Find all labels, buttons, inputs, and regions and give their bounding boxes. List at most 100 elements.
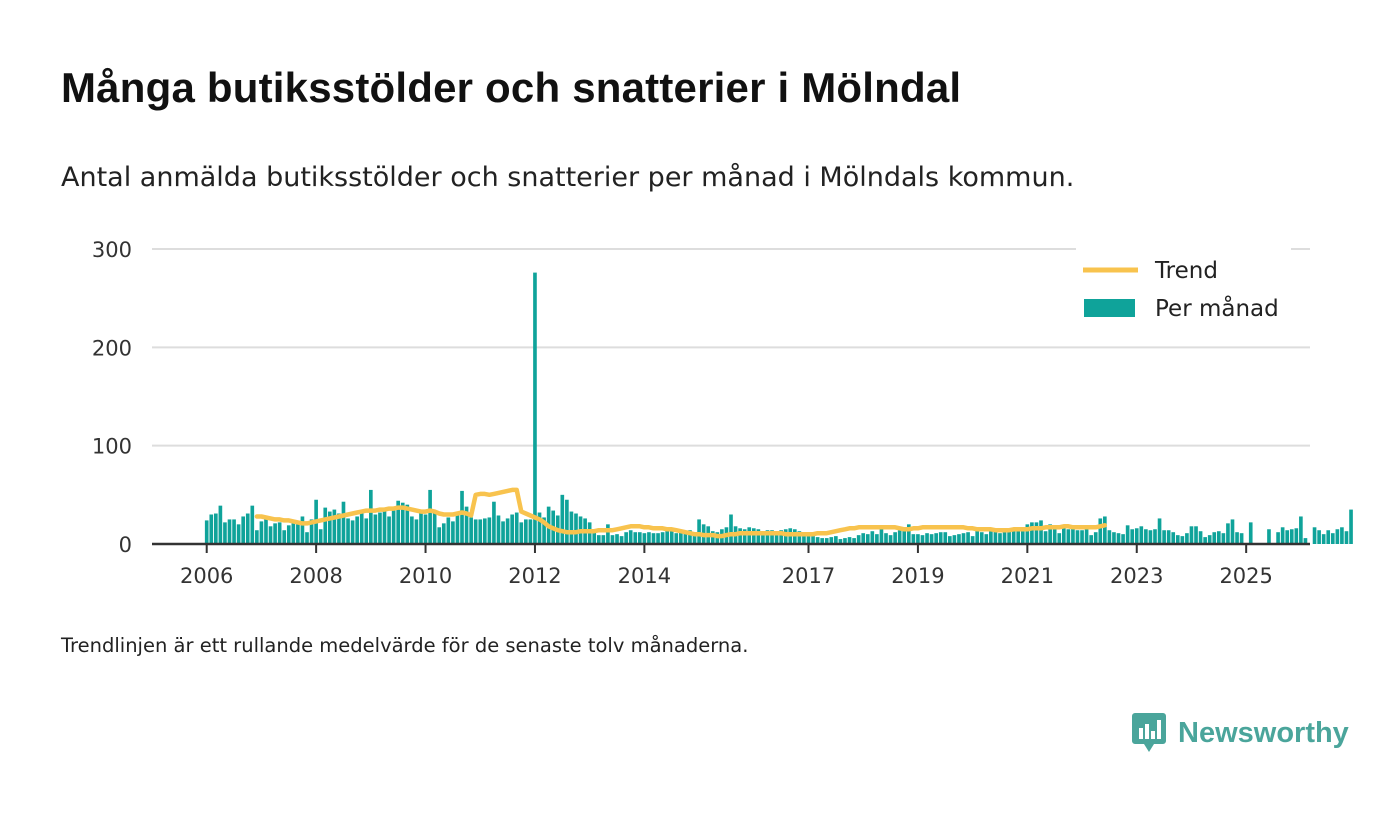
bar (528, 519, 533, 544)
bar (1080, 530, 1084, 544)
bar (1157, 518, 1162, 544)
bar (1134, 528, 1139, 544)
bar (747, 527, 752, 544)
bar (802, 532, 806, 544)
bar (647, 532, 651, 544)
bar (1203, 537, 1207, 544)
bar (255, 530, 259, 544)
bar (1011, 528, 1016, 544)
bar (391, 510, 396, 544)
bar (209, 514, 214, 544)
bar (952, 535, 957, 544)
bar (1166, 530, 1171, 544)
bar (473, 519, 478, 544)
bar (688, 530, 692, 544)
bar (533, 272, 537, 544)
bar (514, 512, 519, 544)
bar (1052, 529, 1057, 544)
bar (966, 532, 970, 544)
bar (1344, 531, 1349, 544)
bar (1048, 524, 1052, 544)
bar (1294, 528, 1299, 544)
bar (327, 511, 332, 544)
bar-chart-chat-bubble-icon (1132, 713, 1166, 752)
bar (592, 532, 597, 544)
x-tick-label: 2010 (399, 564, 452, 588)
bar (250, 505, 255, 544)
bar (619, 536, 624, 544)
bar (806, 533, 811, 544)
bar (264, 519, 268, 544)
legend-label-per-manad: Per månad (1155, 294, 1279, 322)
x-tick-label: 2023 (1110, 564, 1163, 588)
bar (875, 534, 879, 544)
bar (341, 501, 346, 544)
bar (410, 516, 414, 544)
bar (637, 532, 642, 544)
bar (756, 529, 761, 544)
x-tick-label: 2012 (508, 564, 561, 588)
bar (1267, 529, 1271, 544)
bar (651, 533, 656, 544)
bar (820, 538, 825, 544)
bar (761, 531, 765, 544)
bar (1025, 524, 1030, 544)
bar (337, 513, 341, 544)
bar (259, 521, 264, 544)
bar (692, 532, 697, 544)
bar (569, 511, 574, 544)
bar (1057, 533, 1062, 544)
bar (861, 533, 866, 544)
bar (888, 535, 893, 544)
bar (1107, 530, 1112, 544)
bar (596, 535, 601, 544)
bar (1153, 529, 1157, 544)
bar (323, 507, 328, 544)
bar (916, 534, 920, 544)
page-title: Många butiksstölder och snatterier i Möl… (61, 64, 962, 111)
bar (1340, 527, 1344, 544)
bar (232, 519, 236, 544)
bar (300, 516, 305, 544)
bar (1139, 526, 1144, 544)
bar (852, 538, 856, 544)
bar (1125, 525, 1130, 544)
bar (893, 532, 897, 544)
bar (291, 523, 296, 544)
bar (1098, 518, 1103, 544)
bar (1007, 529, 1011, 544)
bar (975, 529, 980, 544)
bar (911, 534, 916, 544)
x-tick-label: 2019 (891, 564, 944, 588)
bar (455, 513, 460, 544)
bar (482, 518, 487, 544)
bar (1248, 522, 1253, 544)
bar (1349, 509, 1353, 544)
bar (1221, 533, 1226, 544)
bar (738, 528, 742, 544)
bar (674, 533, 679, 544)
bar (669, 530, 674, 544)
brand-logo: Newsworthy (1132, 712, 1349, 754)
bar (961, 533, 966, 544)
bar (633, 532, 638, 544)
x-axis: 2006 2008 2010 2012 2014 2017 2019 2021 2023 2025 (180, 544, 1273, 588)
legend-label-trend: Trend (1154, 258, 1218, 284)
bar (1130, 529, 1135, 544)
bar (560, 494, 565, 544)
bar (765, 530, 770, 544)
bar (1043, 531, 1048, 544)
bar (628, 530, 633, 544)
bar (1103, 516, 1107, 544)
bar (296, 524, 300, 544)
bar (378, 512, 382, 544)
bar (460, 490, 464, 544)
bar (1321, 534, 1326, 544)
bar (970, 536, 975, 544)
bar (1148, 530, 1153, 544)
legend-bar-swatch (1084, 299, 1135, 317)
bar (834, 536, 838, 544)
bar (359, 513, 364, 544)
bar (441, 523, 446, 544)
bar (1075, 530, 1080, 544)
